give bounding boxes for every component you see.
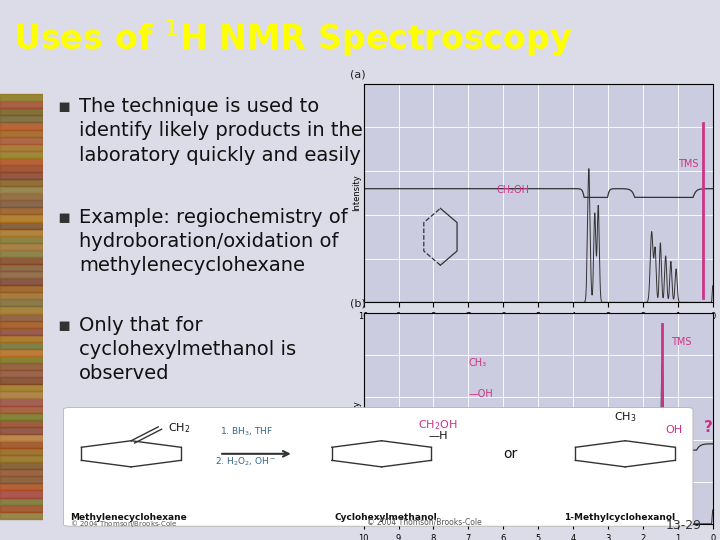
Bar xyxy=(0,377,43,384)
Bar xyxy=(0,370,43,377)
Bar xyxy=(0,321,43,328)
Bar xyxy=(0,328,43,335)
Text: CH$_3$: CH$_3$ xyxy=(614,410,636,424)
Bar xyxy=(0,406,43,413)
Text: —OH: —OH xyxy=(469,389,493,400)
Bar xyxy=(0,441,43,448)
Text: 1. BH$_3$, THF: 1. BH$_3$, THF xyxy=(220,426,273,438)
Bar xyxy=(0,462,43,469)
Bar xyxy=(0,221,43,228)
X-axis label: Chemical shift (δ): Chemical shift (δ) xyxy=(495,324,581,334)
Bar xyxy=(0,512,43,519)
Bar xyxy=(0,427,43,434)
Bar xyxy=(0,144,43,151)
Text: ▪: ▪ xyxy=(58,97,71,116)
Bar xyxy=(0,469,43,476)
Bar xyxy=(0,299,43,306)
Bar xyxy=(0,243,43,250)
Bar xyxy=(0,228,43,235)
Bar xyxy=(0,342,43,349)
Text: ▪: ▪ xyxy=(58,316,71,335)
Text: 2. H$_2$O$_2$, OH$^-$: 2. H$_2$O$_2$, OH$^-$ xyxy=(215,455,277,468)
Bar xyxy=(0,200,43,207)
Bar xyxy=(0,413,43,420)
Bar xyxy=(0,264,43,271)
Bar xyxy=(0,476,43,483)
Bar xyxy=(0,306,43,314)
Bar xyxy=(0,109,43,116)
Text: CH$_2$OH: CH$_2$OH xyxy=(418,418,458,432)
Bar xyxy=(0,101,43,109)
Text: ?: ? xyxy=(704,420,714,435)
Bar xyxy=(0,94,43,101)
Bar xyxy=(0,420,43,427)
Bar xyxy=(0,179,43,186)
Text: (a): (a) xyxy=(350,69,365,79)
Text: ▪: ▪ xyxy=(58,208,71,227)
Text: Methylenecyclohexane: Methylenecyclohexane xyxy=(71,512,187,522)
Text: TMS: TMS xyxy=(671,337,691,347)
Y-axis label: Intensity: Intensity xyxy=(352,174,361,212)
Bar xyxy=(0,137,43,144)
Bar xyxy=(0,278,43,285)
Bar xyxy=(0,356,43,363)
Bar xyxy=(0,335,43,342)
Bar xyxy=(0,399,43,406)
Bar xyxy=(0,349,43,356)
Text: CH$_2$: CH$_2$ xyxy=(168,421,191,435)
Bar xyxy=(0,172,43,179)
Text: © 2004 Thomson/Brooks-Cole: © 2004 Thomson/Brooks-Cole xyxy=(367,517,482,526)
Bar xyxy=(0,193,43,200)
Bar xyxy=(0,455,43,462)
FancyBboxPatch shape xyxy=(63,408,693,526)
Bar xyxy=(0,158,43,165)
Bar xyxy=(0,504,43,512)
Bar xyxy=(0,186,43,193)
Bar xyxy=(0,123,43,130)
Text: $\copyright$ 2004 Thomson/Brooks-Cole: $\copyright$ 2004 Thomson/Brooks-Cole xyxy=(71,518,178,529)
Bar xyxy=(0,151,43,158)
Bar xyxy=(0,392,43,399)
Bar xyxy=(0,214,43,221)
Bar xyxy=(0,434,43,441)
Bar xyxy=(0,448,43,455)
Text: Only that for
cyclohexylmethanol is
observed: Only that for cyclohexylmethanol is obse… xyxy=(79,316,297,383)
Bar xyxy=(0,165,43,172)
Text: Example: regiochemistry of
hydroboration/oxidation of
methylenecyclohexane: Example: regiochemistry of hydroboration… xyxy=(79,208,348,275)
Bar xyxy=(0,235,43,243)
Bar xyxy=(0,207,43,214)
Bar xyxy=(0,116,43,123)
Text: OH: OH xyxy=(666,424,683,435)
Y-axis label: Intensity: Intensity xyxy=(352,400,361,437)
Bar xyxy=(0,384,43,391)
Bar xyxy=(0,483,43,490)
Text: Cyclohexylmethanol: Cyclohexylmethanol xyxy=(334,512,437,522)
Text: CH₃: CH₃ xyxy=(469,358,487,368)
Text: (b): (b) xyxy=(350,299,365,309)
Bar xyxy=(0,314,43,321)
Bar xyxy=(0,257,43,264)
Text: 13-29: 13-29 xyxy=(666,519,702,532)
Bar xyxy=(0,363,43,370)
Bar xyxy=(0,271,43,278)
Bar xyxy=(0,292,43,299)
Text: The technique is used to
identify likely products in the
laboratory quickly and : The technique is used to identify likely… xyxy=(79,97,363,165)
Text: Uses of $^1$H NMR Spectroscopy: Uses of $^1$H NMR Spectroscopy xyxy=(13,17,572,59)
Text: TMS: TMS xyxy=(678,159,698,169)
Text: CH₂OH: CH₂OH xyxy=(496,185,529,195)
Bar xyxy=(0,285,43,292)
Bar xyxy=(0,497,43,504)
Text: 1-Methylcyclohexanol: 1-Methylcyclohexanol xyxy=(564,512,675,522)
Text: —H: —H xyxy=(428,431,448,441)
Bar xyxy=(0,490,43,497)
Bar xyxy=(0,250,43,257)
Bar xyxy=(0,130,43,137)
Text: or: or xyxy=(503,447,517,461)
